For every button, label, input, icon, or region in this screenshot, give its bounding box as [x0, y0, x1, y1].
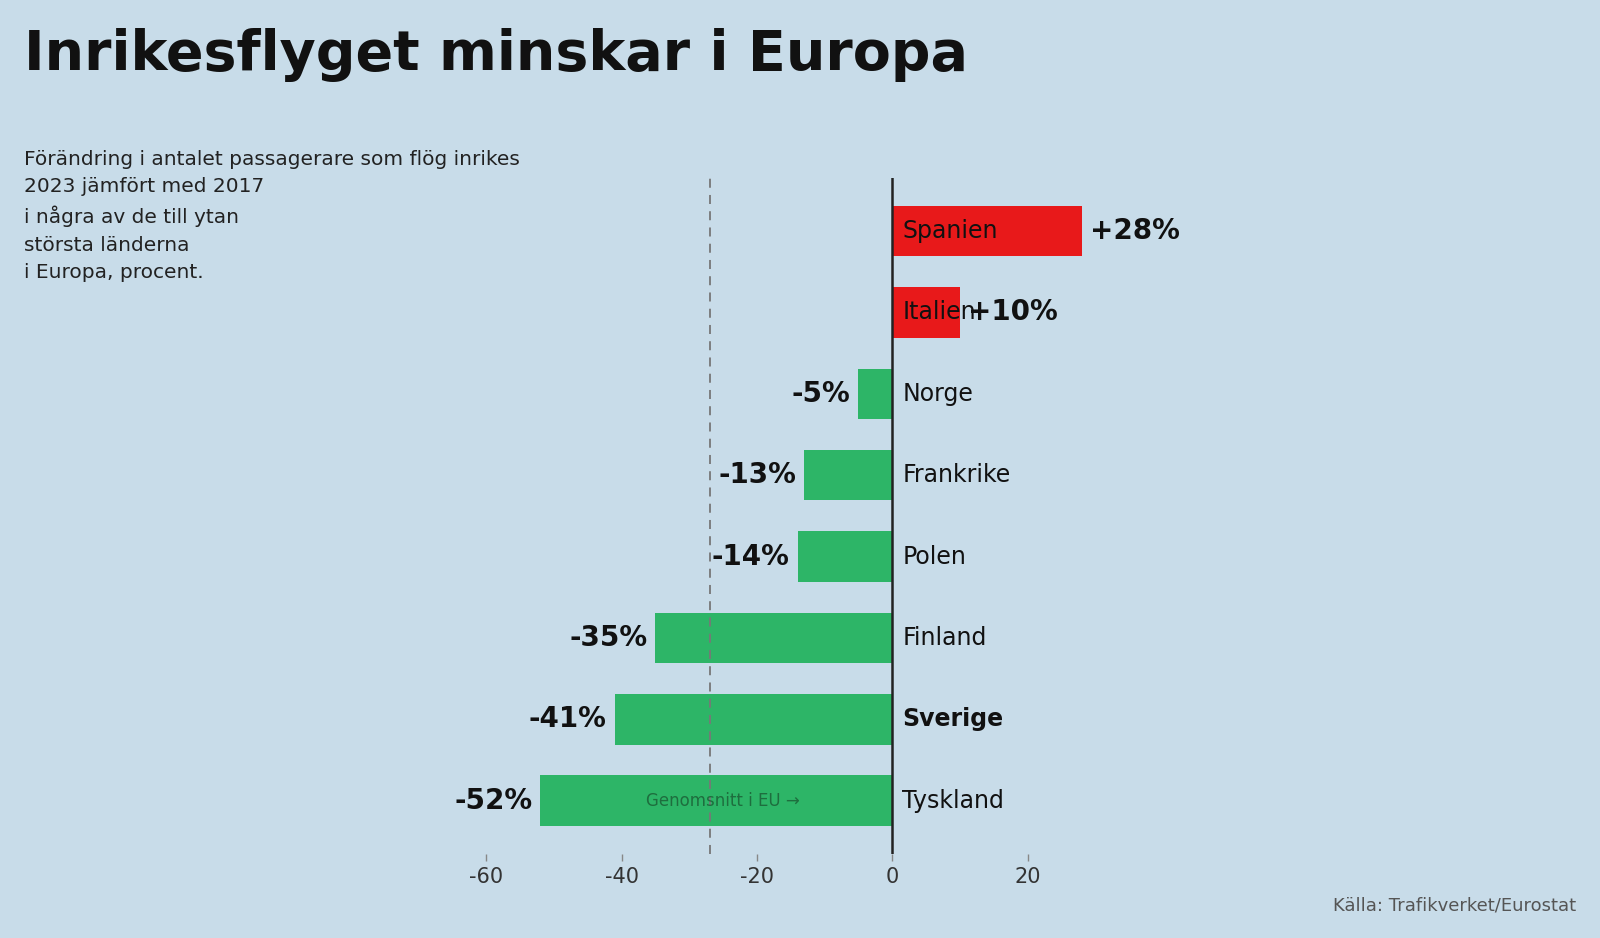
Text: Tyskland: Tyskland: [902, 789, 1005, 812]
Text: Genomsnitt i EU →: Genomsnitt i EU →: [646, 792, 800, 809]
Bar: [893, 205, 1082, 256]
Text: -14%: -14%: [712, 542, 789, 570]
Bar: [805, 450, 893, 501]
Bar: [614, 694, 893, 745]
Text: Källa: Trafikverket/Eurostat: Källa: Trafikverket/Eurostat: [1333, 897, 1576, 915]
Bar: [656, 613, 893, 663]
Text: Inrikesflyget minskar i Europa: Inrikesflyget minskar i Europa: [24, 28, 968, 83]
Bar: [893, 287, 960, 338]
Text: Frankrike: Frankrike: [902, 463, 1011, 487]
Text: -13%: -13%: [718, 461, 797, 490]
Text: -5%: -5%: [792, 380, 850, 408]
Text: Norge: Norge: [902, 382, 973, 406]
Text: -52%: -52%: [454, 787, 533, 815]
Text: Sverige: Sverige: [902, 707, 1003, 732]
Text: Förändring i antalet passagerare som flög inrikes
2023 jämfört med 2017
i några : Förändring i antalet passagerare som flö…: [24, 150, 520, 282]
Text: Italien: Italien: [902, 300, 976, 325]
Bar: [859, 369, 893, 419]
Text: +28%: +28%: [1090, 217, 1179, 245]
Text: Spanien: Spanien: [902, 219, 998, 243]
Bar: [541, 776, 893, 826]
Text: -35%: -35%: [570, 624, 648, 652]
Text: +10%: +10%: [968, 298, 1058, 326]
Text: Finland: Finland: [902, 626, 987, 650]
Text: Polen: Polen: [902, 545, 966, 568]
Text: -41%: -41%: [528, 705, 606, 734]
Bar: [797, 531, 893, 582]
